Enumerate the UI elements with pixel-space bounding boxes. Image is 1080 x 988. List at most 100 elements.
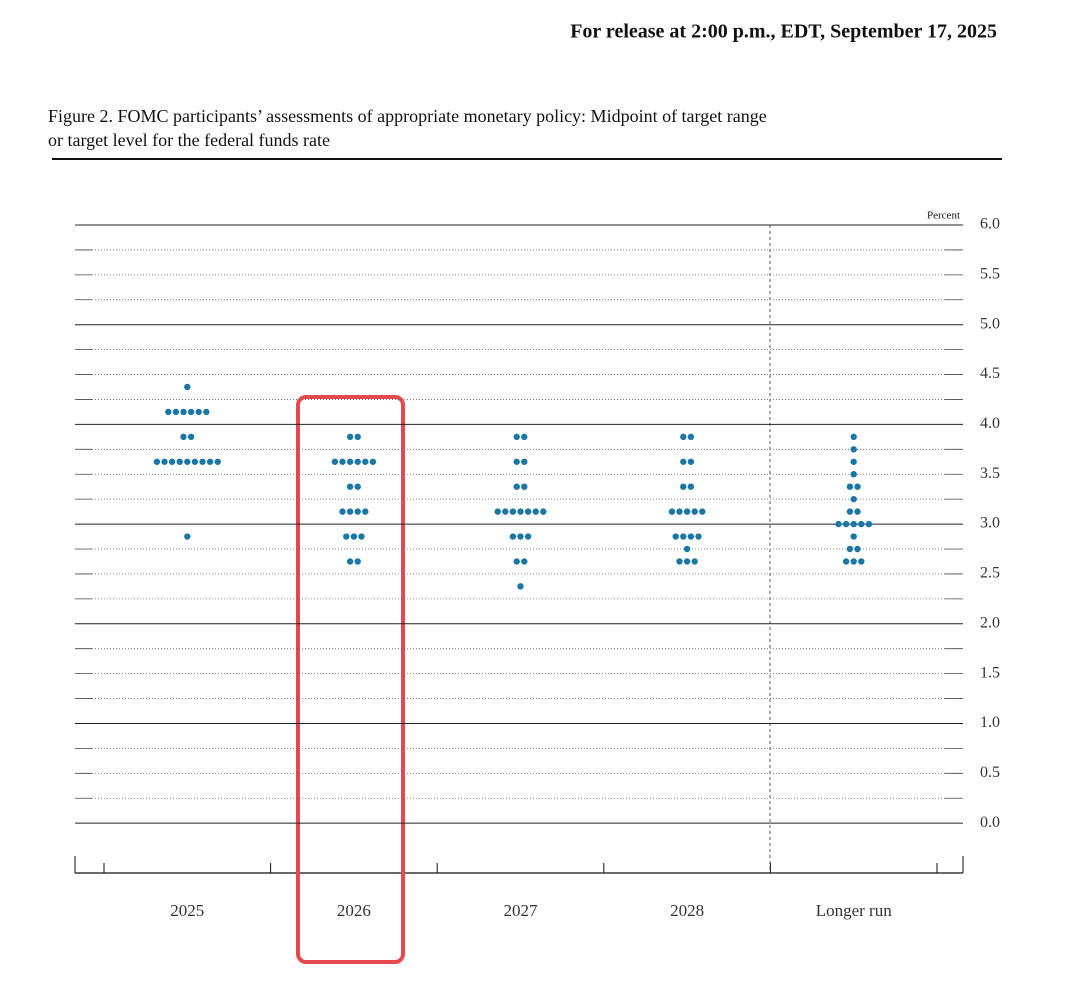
dot (199, 458, 206, 465)
dot (676, 558, 683, 565)
dot (180, 408, 187, 416)
dot (695, 533, 702, 540)
y-tick-label: 0.5 (980, 764, 1000, 781)
dot (858, 558, 865, 565)
dot (850, 471, 857, 478)
dot (842, 520, 850, 528)
dot (691, 508, 698, 515)
dot (187, 408, 195, 416)
dot (346, 433, 354, 441)
dot (687, 483, 695, 490)
dot (854, 545, 861, 553)
y-tick-label: 2.5 (980, 565, 1000, 582)
dot (668, 508, 676, 515)
dot (517, 508, 524, 515)
dot (184, 533, 191, 540)
dot (691, 558, 698, 565)
highlight-box (296, 395, 405, 964)
dot (509, 508, 517, 515)
dot (346, 458, 354, 465)
y-tick-label: 1.5 (980, 664, 1000, 681)
dot (195, 408, 202, 416)
dot (513, 458, 520, 465)
dot (524, 508, 532, 515)
dot (524, 533, 532, 540)
x-tick-label: 2028 (670, 901, 704, 920)
dot (343, 533, 350, 540)
dot (187, 433, 195, 441)
dot (672, 533, 679, 540)
dot (346, 483, 354, 490)
dot (683, 508, 691, 515)
dot (346, 508, 354, 515)
dot (206, 458, 214, 465)
dot (850, 533, 857, 540)
dot (676, 508, 683, 515)
x-tick-label: 2027 (504, 901, 539, 920)
dot (842, 558, 850, 565)
dot (513, 483, 520, 490)
y-tick-label: 3.0 (980, 515, 1000, 532)
dot (369, 458, 377, 465)
dot (153, 458, 161, 465)
dot (339, 458, 346, 465)
dot (172, 408, 180, 416)
dot (339, 508, 346, 515)
dot (354, 558, 361, 565)
dot (354, 433, 361, 441)
dot (513, 558, 520, 565)
dot (165, 408, 172, 416)
y-axis-label: Percent (927, 210, 960, 222)
dot (865, 520, 873, 528)
dot (532, 508, 539, 515)
dot (521, 558, 528, 565)
dot (513, 433, 520, 441)
dot (517, 583, 524, 590)
y-tick-label: 3.5 (980, 465, 1000, 482)
dot (850, 558, 857, 565)
dot (184, 458, 191, 465)
dot (683, 545, 691, 553)
dot (680, 533, 687, 540)
y-tick-label: 5.0 (980, 315, 1000, 332)
dot (846, 483, 854, 490)
dot (850, 433, 857, 441)
dot (687, 458, 695, 465)
dot (180, 433, 187, 441)
dot (161, 458, 168, 465)
release-header: For release at 2:00 p.m., EDT, September… (570, 21, 997, 43)
dot (517, 533, 524, 540)
dot (521, 433, 528, 441)
dot (362, 508, 369, 515)
dot (850, 446, 857, 453)
dot (214, 458, 221, 465)
dot (850, 520, 857, 528)
dot (540, 508, 547, 515)
y-tick-label: 6.0 (980, 216, 1000, 233)
dot (168, 458, 176, 465)
dot (687, 533, 695, 540)
dot (494, 508, 501, 515)
dot (358, 533, 365, 540)
dot (184, 383, 191, 391)
dot (687, 433, 695, 441)
dot (683, 558, 691, 565)
dot (354, 458, 361, 465)
dot (854, 508, 861, 515)
dot (846, 545, 854, 553)
chart-title: Figure 2. FOMC participants’ assessments… (48, 106, 767, 126)
y-tick-label: 4.5 (980, 365, 1000, 382)
dot (354, 508, 361, 515)
dot (203, 408, 210, 416)
dot (521, 458, 528, 465)
dot (854, 483, 861, 490)
dot (346, 558, 354, 565)
dot (362, 458, 369, 465)
dot (191, 458, 199, 465)
dot (521, 483, 528, 490)
dot (509, 533, 517, 540)
dot (350, 533, 358, 540)
y-tick-label: 4.0 (980, 415, 1000, 432)
dot (680, 458, 687, 465)
